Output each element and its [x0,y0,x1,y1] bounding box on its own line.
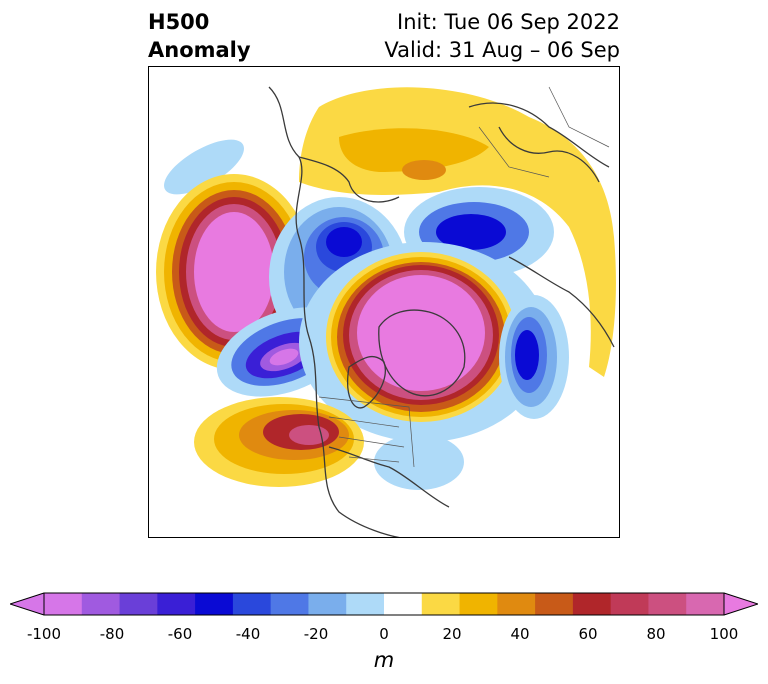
title-field: Anomaly [148,38,251,62]
colorbar-cell [686,593,725,615]
colorbar-tick-label: 80 [646,625,666,643]
plot-title-left: H500 Anomaly [148,8,251,64]
negative-anomaly-europe [499,295,569,419]
colorbar-cells [44,593,725,615]
colorbar-cell [195,593,234,615]
colorbar-cell [648,593,687,615]
colorbar-tick-label: 100 [709,625,739,643]
colorbar-tick-label: 60 [578,625,598,643]
colorbar [10,592,758,616]
colorbar-cell [308,593,347,615]
colorbar-tick-label: -80 [99,625,125,643]
colorbar-tick-label: -20 [303,625,329,643]
colorbar-tick-label: -40 [235,625,261,643]
colorbar-extend-low [10,593,44,615]
positive-anomaly-arctic [299,242,549,442]
map-canvas [156,86,616,537]
colorbar-extend-outline [10,592,758,616]
anomaly-map [148,66,620,538]
colorbar-cell [81,593,121,615]
positive-anomaly-pacific [156,174,312,370]
coastlines [268,86,615,537]
colorbar-units: m [373,648,395,672]
colorbar-tick-label: 0 [379,625,389,643]
colorbar-cell [384,593,423,615]
positive-anomaly-north-america [194,397,364,487]
colorbar-outline [43,592,725,616]
colorbar-extend-high [724,593,758,615]
plot-title-right: Init: Tue 06 Sep 2022 Valid: 31 Aug – 06… [384,8,620,64]
colorbar-cell [346,593,385,615]
colorbar-cell [44,593,83,615]
colorbar-cell [270,593,309,615]
colorbar-cell [497,593,536,615]
colorbar-cell [232,593,272,615]
colorbar-tick-label: 20 [442,625,462,643]
title-variable: H500 [148,10,210,34]
colorbar-cell [157,593,196,615]
colorbar-tick-label: 40 [510,625,530,643]
colorbar-cell [610,593,649,615]
colorbar-cell [572,593,612,615]
init-time-label: Init: Tue 06 Sep 2022 [397,10,620,34]
negative-anomaly-east-us [374,434,464,490]
colorbar-cell [119,593,158,615]
borders [318,86,610,468]
colorbar-cell [459,593,498,615]
negative-anomaly-pacific-streak [164,139,244,195]
colorbar-cell [535,593,574,615]
valid-time-label: Valid: 31 Aug – 06 Sep [384,38,620,62]
colorbar-cell [421,593,461,615]
positive-anomaly-eurasia [299,87,616,377]
colorbar-tick-label: -60 [167,625,193,643]
colorbar-tick-label: -100 [26,625,62,643]
